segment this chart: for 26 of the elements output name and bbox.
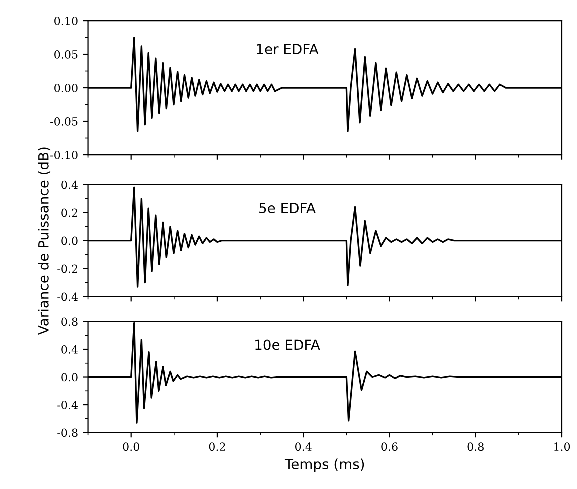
y-tick-label: -0.4	[58, 292, 78, 302]
y-tick-label: 0.0	[62, 236, 78, 246]
y-tick-label: 0.8	[62, 318, 78, 326]
y-tick-label: 0.05	[54, 50, 78, 59]
y-tick-label: -0.10	[50, 150, 78, 160]
x-tick-label: 1.0	[554, 442, 570, 452]
x-tick-label: 0.4	[296, 442, 312, 452]
y-axis-title: Variance de Puissance (dB)	[38, 148, 51, 335]
y-tick-label: 0.4	[62, 345, 78, 354]
y-tick-label: -0.4	[58, 400, 78, 410]
y-tick-label: 0.00	[54, 84, 78, 92]
y-tick-label: 0.0	[62, 373, 78, 382]
y-tick-label: -0.8	[58, 428, 78, 438]
y-tick-label: 0.4	[62, 180, 78, 190]
y-tick-label: 0.10	[54, 17, 78, 26]
x-tick-label: 0.6	[382, 442, 398, 452]
x-tick-label: 0.0	[123, 442, 140, 452]
x-axis-title: Temps (ms)	[284, 458, 364, 472]
annotation: 1er EDFA	[257, 44, 319, 55]
annotation: 5e EDFA	[260, 203, 316, 214]
x-tick-label: 0.8	[468, 442, 484, 452]
y-tick-label: -0.2	[58, 264, 78, 274]
annotation: 10e EDFA	[256, 340, 320, 350]
y-tick-label: -0.05	[50, 117, 78, 126]
y-tick-label: 0.2	[62, 208, 78, 218]
x-tick-label: 0.2	[209, 442, 226, 452]
